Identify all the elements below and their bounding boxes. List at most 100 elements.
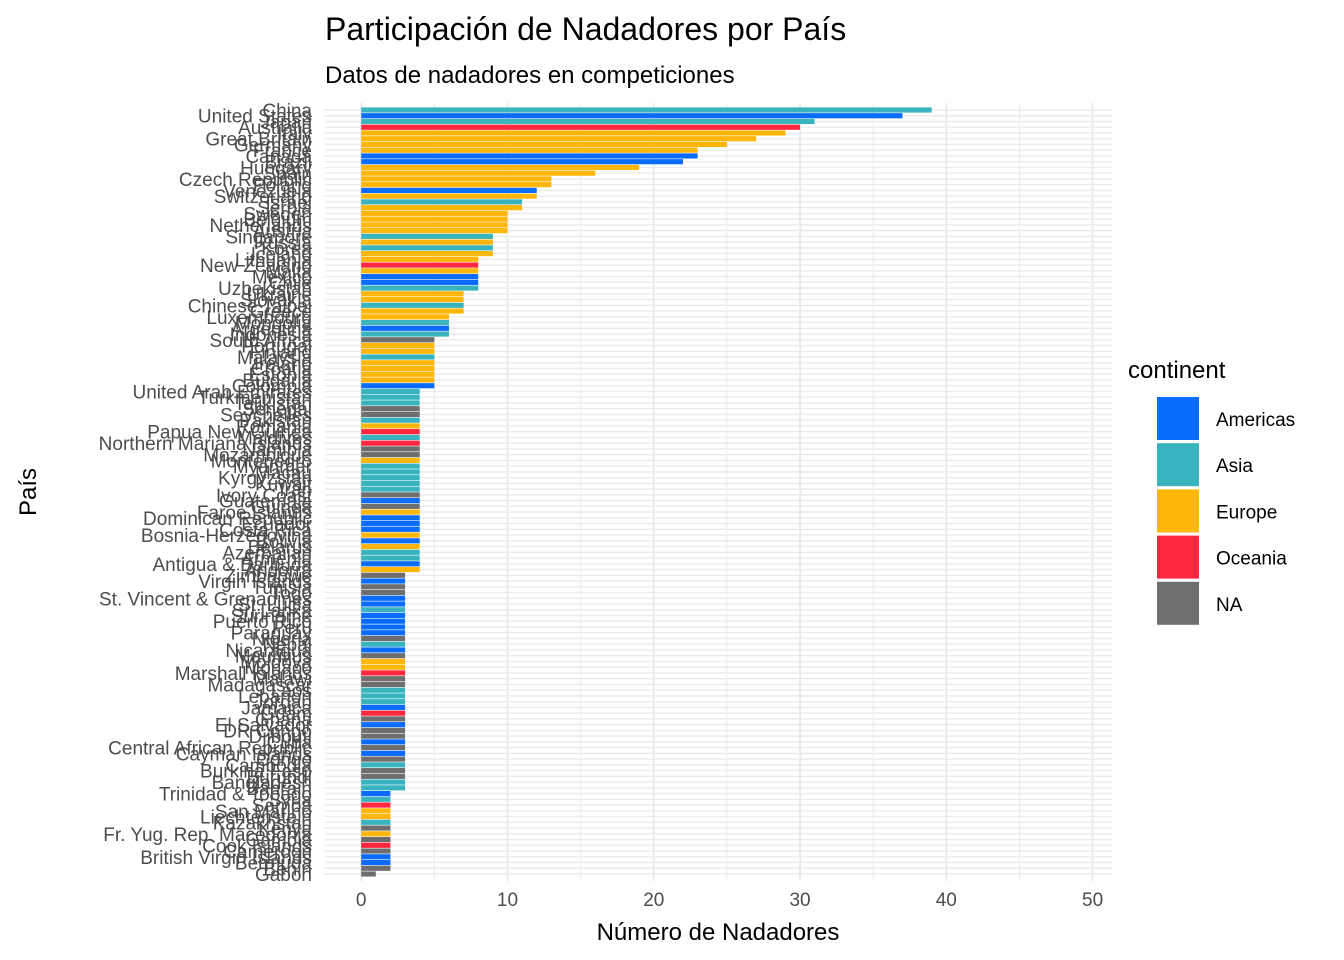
x-tick-label: 40 xyxy=(936,890,957,911)
y-tick-label: Croatia xyxy=(251,359,313,380)
bar-estonia xyxy=(361,371,435,377)
y-tick-label: Czech Republic xyxy=(179,170,312,191)
y-tick-label: Senegal xyxy=(242,400,312,421)
y-tick-label: Malaysia xyxy=(237,348,312,369)
y-tick-label: Bangladesh xyxy=(212,773,312,794)
bar-bahrain xyxy=(361,785,406,791)
y-tick-label: Tajikistan xyxy=(234,394,312,415)
y-tick-label: St. Lucia xyxy=(238,595,312,616)
bar-jordan xyxy=(361,699,406,705)
y-tick-label: Malta xyxy=(266,262,313,283)
y-tick-label: Serbia xyxy=(257,199,312,220)
bar-south-africa xyxy=(361,337,435,343)
y-tick-label: Hungary xyxy=(240,158,312,179)
bar-cayman-islands xyxy=(361,750,406,756)
y-tick-label: Kazakhstan xyxy=(213,813,312,834)
bar-uzbekistan xyxy=(361,285,479,291)
y-tick-label: British Virgin Islands xyxy=(140,848,312,869)
y-tick-label: Kenya xyxy=(258,819,312,840)
y-tick-label: Andorra xyxy=(244,561,312,582)
bar-myanmar xyxy=(361,463,420,469)
bar-togo xyxy=(361,589,406,596)
bar-france xyxy=(361,147,698,153)
x-tick-label: 50 xyxy=(1082,890,1103,911)
bar-laos xyxy=(361,687,406,693)
bar-china xyxy=(361,107,932,113)
bar-tajikistan xyxy=(361,400,420,406)
bar-paraguay xyxy=(361,630,406,636)
legend-swatch-oceania xyxy=(1157,535,1199,579)
y-tick-label: Madagascar xyxy=(207,675,312,696)
y-tick-label: United States xyxy=(198,107,312,128)
bar-chile xyxy=(361,279,479,285)
y-tick-label: Lebanon xyxy=(238,687,312,708)
x-tick-labels: 0 10 20 30 40 50 xyxy=(356,890,1103,911)
y-tick-label: Malawi xyxy=(253,670,312,691)
bar-benin xyxy=(361,865,391,871)
y-tick-label: Jordan xyxy=(254,693,312,714)
bar-lithuania xyxy=(361,256,479,262)
y-tick-label: Jamaica xyxy=(241,698,312,719)
bar-montenegro xyxy=(361,457,420,463)
y-tick-label: Moldova xyxy=(240,652,312,673)
bar-belarus xyxy=(361,543,420,550)
bar-guatemala xyxy=(361,498,420,504)
y-tick-label: Mozambique xyxy=(203,446,312,467)
y-axis-title: País xyxy=(15,468,42,516)
bar-british-virgin-islands xyxy=(361,854,391,860)
bar-burundi xyxy=(361,773,406,779)
bar-burkina-faso xyxy=(361,768,406,774)
y-tick-label: Poland xyxy=(253,176,312,197)
bar-armenia xyxy=(361,555,420,561)
bar-lebanon xyxy=(361,693,406,699)
y-tick-label: Laos xyxy=(271,681,312,702)
bar-portugal xyxy=(361,342,435,349)
y-tick-label: Ukraine xyxy=(247,285,312,306)
y-tick-label: Singapore xyxy=(225,227,312,248)
bar-kyrgyzstan xyxy=(361,475,420,481)
bar-dominican-republic xyxy=(361,515,420,521)
y-tick-label: Cayman Islands xyxy=(176,744,312,765)
y-tick-label: Switzerland xyxy=(214,187,312,208)
y-tick-label: Sweden xyxy=(243,204,312,225)
bar-nepal xyxy=(361,641,406,647)
y-tick-label: New Zealand xyxy=(200,256,312,277)
bar-st-lucia xyxy=(361,601,406,607)
bar-cameroon xyxy=(361,848,391,854)
bar-finland xyxy=(361,348,435,354)
x-tick-label: 10 xyxy=(497,890,518,911)
y-tick-label: Romania xyxy=(236,417,312,438)
bar-st-vincent-grenadines xyxy=(361,595,406,601)
y-tick-label: United Arab Emirates xyxy=(132,382,312,403)
y-tick-label: San Marino xyxy=(215,802,312,823)
y-tick-label: Burundi xyxy=(247,767,313,788)
y-tick-label: Benin xyxy=(263,859,312,880)
y-tick-label: Djibouti xyxy=(249,727,312,748)
x-tick-label: 0 xyxy=(356,890,367,911)
y-tick-label: Namibia xyxy=(242,440,312,461)
bar-croatia xyxy=(361,365,435,372)
bar-poland xyxy=(361,182,552,188)
legend-swatch-asia xyxy=(1157,443,1199,487)
y-tick-label: Bolivia xyxy=(256,532,312,553)
y-tick-label: Chile xyxy=(269,273,312,294)
bar-tunisia xyxy=(361,584,406,590)
bar-monaco xyxy=(361,664,406,670)
y-tick-label: France xyxy=(253,141,312,162)
y-tick-label: Australia xyxy=(238,118,312,139)
y-tick-label: Portugal xyxy=(241,337,312,358)
y-tick-label: Slovakia xyxy=(240,291,312,312)
bars xyxy=(361,107,932,877)
y-tick-label: Armenia xyxy=(241,549,312,570)
y-tick-label: Greece xyxy=(250,302,312,323)
y-tick-label: Netherlands xyxy=(210,216,312,237)
y-tick-label: Mongolia xyxy=(235,314,313,335)
y-tick-label: St. Vincent & Grenadines xyxy=(99,589,312,610)
y-tick-label: Suriname xyxy=(231,607,312,628)
y-tick-label: Monaco xyxy=(244,658,312,679)
bar-mauritius xyxy=(361,653,406,659)
y-tick-label: Costa Rica xyxy=(219,520,312,541)
legend-label-asia: Asia xyxy=(1216,456,1253,477)
bar-guinea xyxy=(361,503,420,509)
